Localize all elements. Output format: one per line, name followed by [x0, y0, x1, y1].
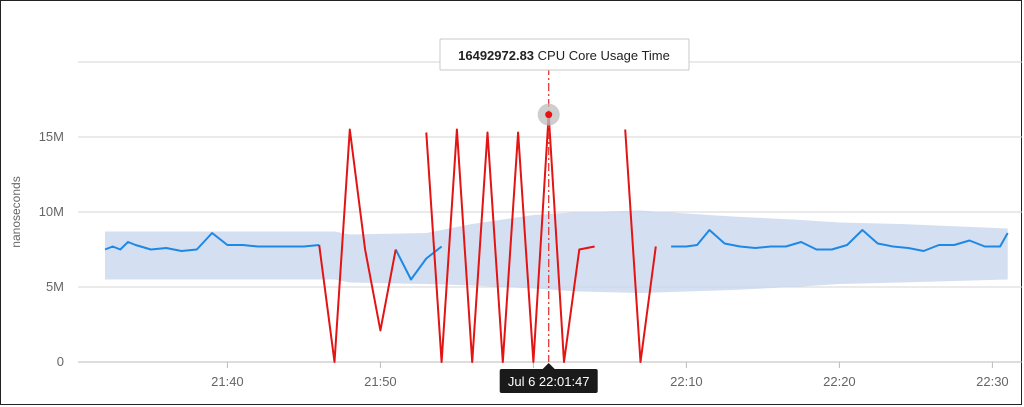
- y-tick-label: 10M: [39, 204, 64, 219]
- series-line-anomaly[interactable]: [624, 129, 657, 363]
- y-tick-label: 15M: [39, 129, 64, 144]
- series-line-normal[interactable]: [104, 232, 320, 252]
- y-tick-label: 0: [57, 354, 64, 369]
- time-badge: [499, 369, 598, 393]
- y-tick-label: 5M: [46, 279, 64, 294]
- series-line-anomaly[interactable]: [318, 128, 397, 363]
- x-tick-label: 22:20: [823, 374, 856, 389]
- series-line-anomaly[interactable]: [425, 113, 595, 363]
- x-tick-label: 22:30: [976, 374, 1009, 389]
- tooltip-value: 16492972.83: [458, 48, 534, 63]
- tooltip-series-name: CPU Core Usage Time: [534, 48, 670, 63]
- x-tick-label: 21:40: [211, 374, 244, 389]
- series-line-normal[interactable]: [671, 229, 1009, 252]
- time-badge-label: Jul 6 22:01:47: [508, 374, 590, 389]
- tooltip-box: [439, 38, 690, 71]
- x-tick-label: 22:10: [670, 374, 703, 389]
- hover-marker[interactable]: [545, 111, 553, 119]
- x-tick-label: 21:50: [364, 374, 397, 389]
- tooltip-text: 16492972.83 CPU Core Usage Time: [458, 48, 670, 63]
- time-badge-pointer: [542, 363, 555, 369]
- y-axis-label: nanoseconds: [9, 176, 23, 247]
